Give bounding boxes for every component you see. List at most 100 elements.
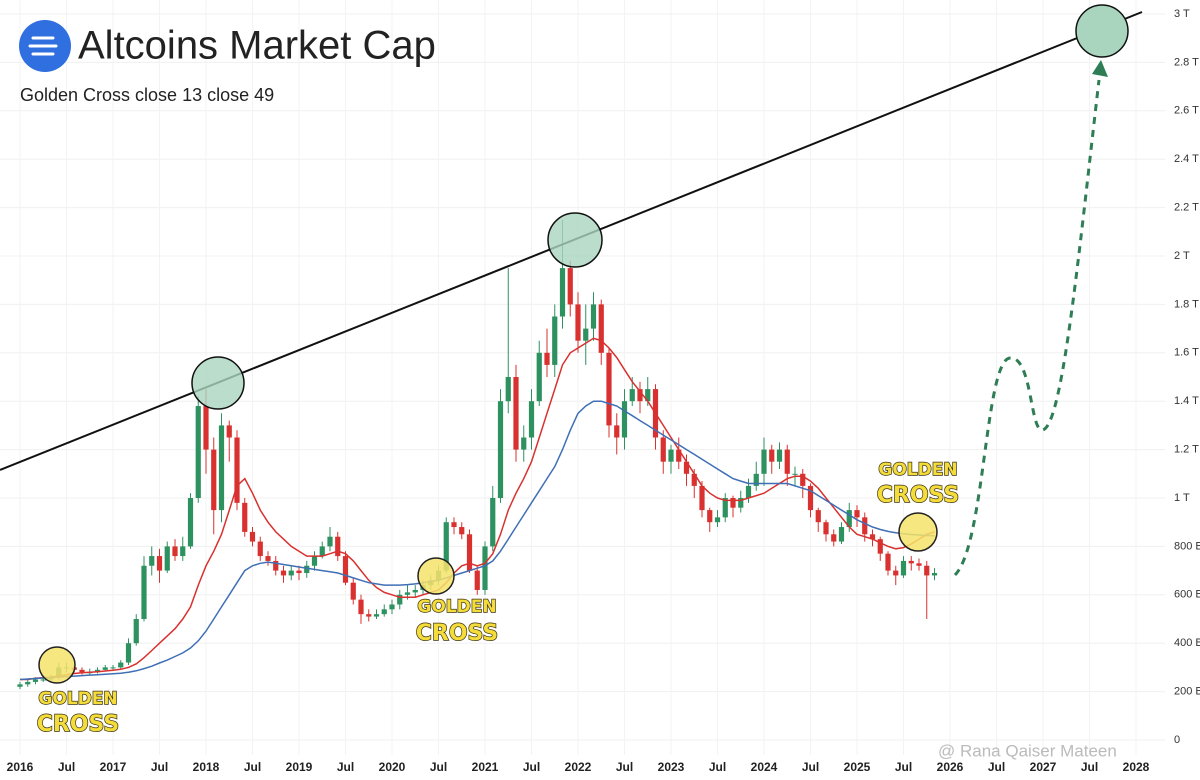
candle-body	[722, 498, 728, 518]
candle-body	[102, 667, 108, 670]
candle-body	[831, 534, 837, 542]
candle-body	[234, 437, 240, 503]
x-tick-label: Jul	[337, 760, 354, 774]
annotation: CROSS	[416, 621, 499, 646]
candle-body	[893, 570, 899, 576]
candle-body	[823, 522, 829, 535]
candle-body	[32, 679, 39, 682]
candle-body	[474, 570, 480, 590]
candle-body	[288, 570, 294, 576]
candle-body	[862, 517, 868, 535]
candle-body	[141, 565, 147, 619]
x-tick-label: 2023	[658, 760, 685, 774]
candle-body	[730, 498, 736, 508]
candle-body	[691, 473, 697, 486]
candle-body	[358, 599, 364, 615]
cross-circle	[38, 646, 76, 684]
y-tick-label: 1 T	[1174, 492, 1190, 504]
candle-body	[497, 401, 504, 498]
candle-body	[815, 510, 821, 523]
candle-body	[800, 473, 806, 486]
x-tick-label: 2017	[100, 760, 127, 774]
candle-body	[637, 389, 643, 402]
candle-body	[381, 609, 387, 615]
annotation: GOLDEN	[878, 460, 957, 480]
cross-circle	[898, 512, 938, 552]
candle-body	[164, 546, 170, 571]
candle-body	[218, 425, 225, 511]
candle-body	[226, 425, 232, 438]
candle-body	[304, 565, 310, 574]
x-tick-label: 2028	[1123, 760, 1150, 774]
candle-body	[94, 669, 101, 673]
x-tick-label: 2018	[193, 760, 220, 774]
candle-body	[761, 449, 767, 474]
candle-body	[552, 316, 558, 365]
y-tick-label: 1.6 T	[1174, 347, 1199, 359]
candle-body	[180, 546, 186, 557]
candle-body	[389, 604, 395, 610]
y-tick-label: 600 B	[1174, 589, 1200, 601]
candle-body	[877, 539, 883, 554]
x-tick-label: 2027	[1030, 760, 1057, 774]
candle-body	[645, 389, 651, 402]
x-tick-label: Jul	[244, 760, 261, 774]
candle-body	[776, 449, 783, 462]
candle-body	[924, 565, 930, 576]
candle-body	[885, 553, 891, 571]
annotation: CROSS	[37, 712, 120, 737]
peak-circle	[191, 356, 245, 410]
chart-subtitle: Golden Cross close 13 close 49	[20, 85, 274, 105]
candle-body	[738, 498, 744, 508]
candle-body	[311, 556, 318, 566]
candle-body	[908, 560, 914, 564]
candle-body	[110, 667, 116, 669]
candle-body	[366, 614, 372, 617]
candle-body	[172, 546, 178, 557]
candle-body	[869, 534, 876, 540]
candle-body	[319, 546, 325, 557]
y-tick-label: 2 T	[1174, 250, 1190, 262]
candle-body	[203, 406, 209, 450]
candle-body	[846, 510, 852, 528]
candle-body	[753, 473, 759, 486]
y-tick-label: 0	[1174, 734, 1180, 746]
candle-body	[187, 498, 194, 547]
candle-body	[583, 328, 589, 341]
candle-body	[156, 556, 163, 571]
candle-body	[79, 669, 85, 673]
candle-body	[559, 268, 566, 317]
candle-body	[211, 449, 217, 511]
x-tick-label: Jul	[988, 760, 1005, 774]
candle-body	[707, 510, 713, 523]
candle-body	[451, 522, 457, 528]
candle-body	[769, 449, 775, 462]
logo	[19, 20, 71, 72]
projection-path	[953, 79, 1101, 577]
candle-body	[412, 589, 418, 593]
candle-body	[125, 643, 132, 663]
candle-body	[683, 461, 690, 474]
y-tick-label: 2.4 T	[1174, 153, 1199, 165]
candle-body	[567, 268, 573, 305]
candle-body	[668, 449, 674, 462]
x-tick-label: 2025	[844, 760, 871, 774]
watermark: @ Rana Qaiser Mateen	[938, 741, 1117, 760]
candle-body	[195, 406, 201, 498]
candle-body	[544, 352, 550, 365]
x-tick-label: Jul	[895, 760, 912, 774]
candle-body	[528, 401, 535, 438]
candle-body	[265, 556, 271, 561]
x-tick-label: 2022	[565, 760, 592, 774]
candle-body	[660, 437, 666, 462]
candle-body	[792, 473, 798, 475]
peak-circle	[547, 212, 603, 268]
candle-body	[350, 582, 356, 600]
y-tick-label: 200 B	[1174, 686, 1200, 698]
candle-body	[443, 522, 449, 571]
candle-body	[273, 560, 279, 571]
x-tick-label: Jul	[430, 760, 447, 774]
x-tick-label: 2024	[751, 760, 778, 774]
y-tick-label: 1.8 T	[1174, 298, 1199, 310]
candle-body	[699, 485, 705, 511]
